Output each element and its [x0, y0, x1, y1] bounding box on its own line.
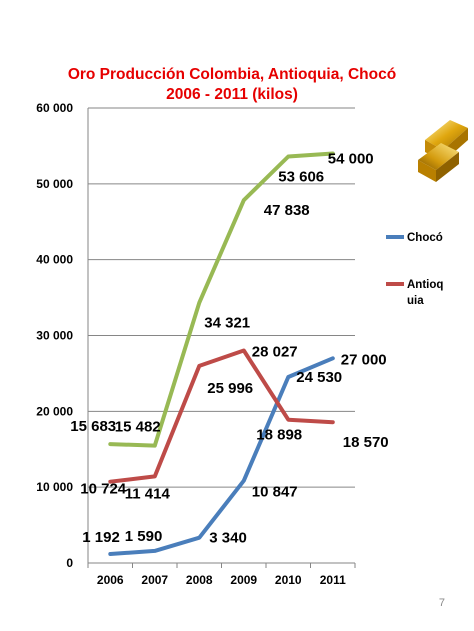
y-tick-label: 60 000: [36, 101, 73, 115]
data-label-antioquia: 11 414: [125, 485, 171, 502]
x-tick-label: 2007: [141, 573, 168, 587]
data-label-choc: 1 590: [125, 528, 163, 545]
data-label-antioquia: 18 898: [256, 427, 302, 444]
chart-title-line1: Oro Producción Colombia, Antioquia, Choc…: [68, 66, 396, 83]
chart-title-line2: 2006 - 2011 (kilos): [166, 86, 298, 103]
y-tick-label: 0: [66, 556, 73, 570]
data-label-colombia: 34 321: [204, 315, 250, 332]
data-label-choc: 27 000: [341, 351, 387, 368]
series-line-choc: [108, 356, 335, 556]
y-tick-label: 40 000: [36, 253, 73, 267]
legend: Chocó Antioq uia: [386, 232, 443, 307]
data-label-choc: 24 530: [296, 369, 342, 386]
y-tick-label: 20 000: [36, 404, 73, 418]
x-tick-label: 2006: [97, 573, 124, 587]
data-label-colombia: 15 683: [70, 418, 116, 435]
data-label-colombia: 47 838: [264, 202, 310, 219]
x-tick-label: 2008: [186, 573, 213, 587]
series-line-antioquia: [108, 348, 335, 484]
y-tick-label: 30 000: [36, 329, 73, 343]
data-label-choc: 1 192: [82, 529, 120, 546]
data-label-antioquia: 10 724: [80, 481, 127, 498]
series-line-colombia: [108, 151, 335, 448]
data-label-antioquia: 25 996: [207, 380, 253, 397]
y-tick-label: 50 000: [36, 177, 73, 191]
data-label-choc: 10 847: [252, 484, 298, 501]
y-tick-label: 10 000: [36, 480, 73, 494]
data-label-antioquia: 28 027: [252, 343, 298, 360]
data-label-colombia: 53 606: [278, 168, 324, 185]
legend-label-choco: Chocó: [407, 232, 443, 244]
data-label-antioquia: 18 570: [343, 434, 389, 451]
data-label-colombia: 54 000: [328, 151, 374, 168]
gold-bars-image: [418, 120, 468, 182]
legend-label-antioquia-line1: Antioq: [407, 279, 443, 291]
data-label-colombia: 15 482: [115, 419, 161, 436]
x-tick-label: 2009: [230, 573, 257, 587]
x-tick-label: 2011: [320, 573, 346, 587]
data-label-choc: 3 340: [209, 530, 247, 547]
page-number: 7: [439, 597, 445, 609]
plot-area: 0 10 000 20 000 30 000 40 000 50 000 60 000 200…: [36, 101, 388, 587]
legend-label-antioquia-line2: uia: [407, 295, 424, 307]
x-tick-label: 2010: [275, 573, 302, 587]
